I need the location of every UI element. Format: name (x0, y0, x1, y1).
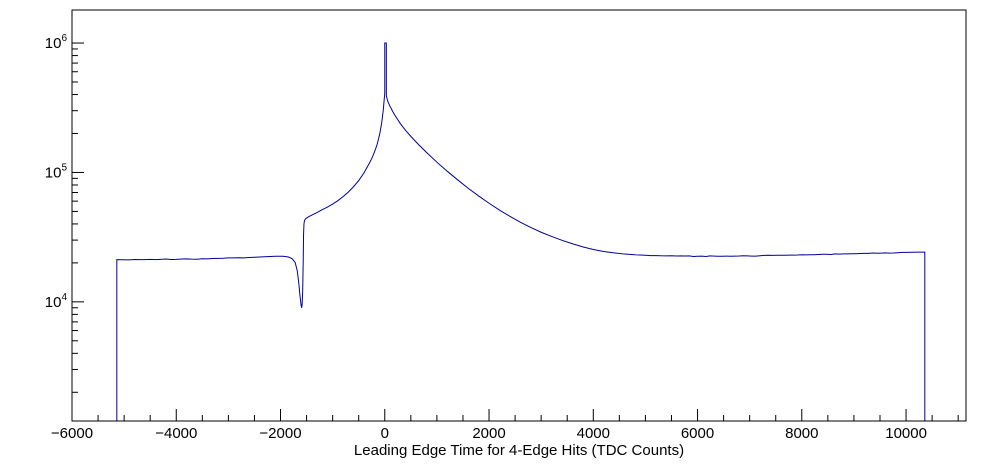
y-tick-labels: 104 105 106 (45, 33, 68, 311)
x-tick-label: 10000 (885, 425, 927, 442)
x-tick-label: 8000 (785, 425, 818, 442)
x-tick-label: 4000 (577, 425, 610, 442)
plot-frame (71, 9, 967, 422)
y-tick-label: 106 (45, 33, 68, 52)
x-tick-label: −2000 (259, 425, 301, 442)
x-tick-label: 0 (381, 425, 389, 442)
y-tick-label: 104 (45, 292, 68, 311)
x-tick-labels: −6000 −4000 −2000 0 2000 4000 6000 8000 10000 (51, 425, 927, 442)
y-tick-label: 105 (45, 162, 68, 181)
x-tick-label: −6000 (51, 425, 93, 442)
x-tick-label: 2000 (472, 425, 505, 442)
x-axis-ticks (71, 409, 959, 421)
x-tick-label: −4000 (155, 425, 197, 442)
x-tick-label: 6000 (681, 425, 714, 442)
y-axis-ticks (72, 42, 84, 393)
histogram-line (116, 42, 926, 421)
